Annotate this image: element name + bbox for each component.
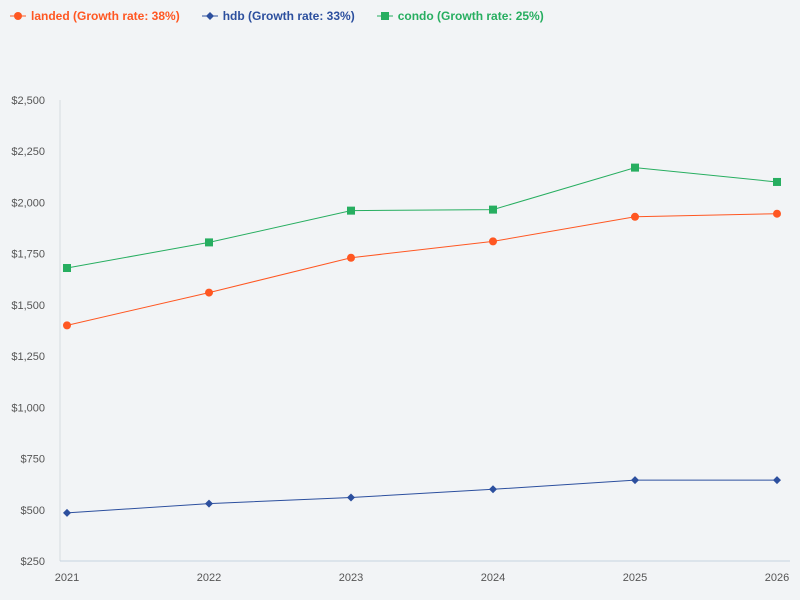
data-point-hdb (347, 493, 355, 502)
series-line-hdb (66, 479, 777, 514)
legend: landed (Growth rate: 38%) hdb (Growth rat… (10, 9, 544, 23)
data-point-condo (63, 264, 71, 273)
data-point-hdb (63, 508, 71, 517)
data-point-hdb (773, 476, 781, 485)
circle-marker-icon (10, 12, 26, 20)
data-point-condo (631, 163, 639, 172)
legend-marker (380, 12, 389, 20)
data-point-landed (773, 209, 781, 218)
x-tick-label: 2023 (339, 572, 363, 584)
legend-marker (205, 12, 214, 20)
data-point-landed (631, 212, 639, 221)
square-marker-icon (376, 12, 393, 20)
x-tick-label: 2026 (765, 572, 789, 584)
y-tick-label: $2,250 (11, 146, 45, 158)
y-tick-label: $1,750 (11, 249, 45, 261)
legend-marker (14, 12, 22, 20)
y-tick-label: $1,000 (11, 402, 45, 414)
data-point-condo (205, 238, 213, 247)
x-tick-label: 2021 (55, 572, 79, 584)
data-point-condo (773, 177, 781, 186)
legend-item-hdb[interactable]: hdb (Growth rate: 33%) (201, 9, 355, 23)
legend-label: condo (Growth rate: 25%) (397, 9, 544, 23)
x-tick-label: 2022 (197, 572, 221, 584)
x-tick-label: 2025 (623, 572, 647, 584)
data-point-landed (347, 253, 355, 262)
diamond-marker-icon (201, 12, 218, 20)
data-point-hdb (631, 476, 639, 485)
legend-label: landed (Growth rate: 38%) (31, 9, 180, 23)
y-tick-label: $500 (21, 505, 45, 517)
legend-item-condo[interactable]: condo (Growth rate: 25%) (376, 9, 544, 23)
y-tick-label: $750 (21, 454, 45, 466)
y-tick-label: $2,500 (11, 95, 45, 107)
x-tick-label: 2024 (481, 572, 505, 584)
data-point-condo (347, 206, 355, 215)
y-tick-label: $1,250 (11, 351, 45, 363)
data-point-landed (205, 288, 213, 297)
data-point-hdb (489, 485, 497, 494)
data-point-hdb (205, 499, 213, 508)
data-point-condo (489, 205, 497, 214)
y-tick-label: $2,000 (11, 197, 45, 209)
data-point-landed (63, 321, 71, 330)
y-tick-label: $1,500 (11, 300, 45, 312)
data-point-landed (489, 237, 497, 246)
series-line-landed (66, 213, 778, 326)
series-line-condo (66, 167, 778, 269)
legend-item-landed[interactable]: landed (Growth rate: 38%) (10, 9, 180, 23)
y-tick-label: $250 (21, 556, 45, 568)
legend-label: hdb (Growth rate: 33%) (222, 9, 355, 23)
